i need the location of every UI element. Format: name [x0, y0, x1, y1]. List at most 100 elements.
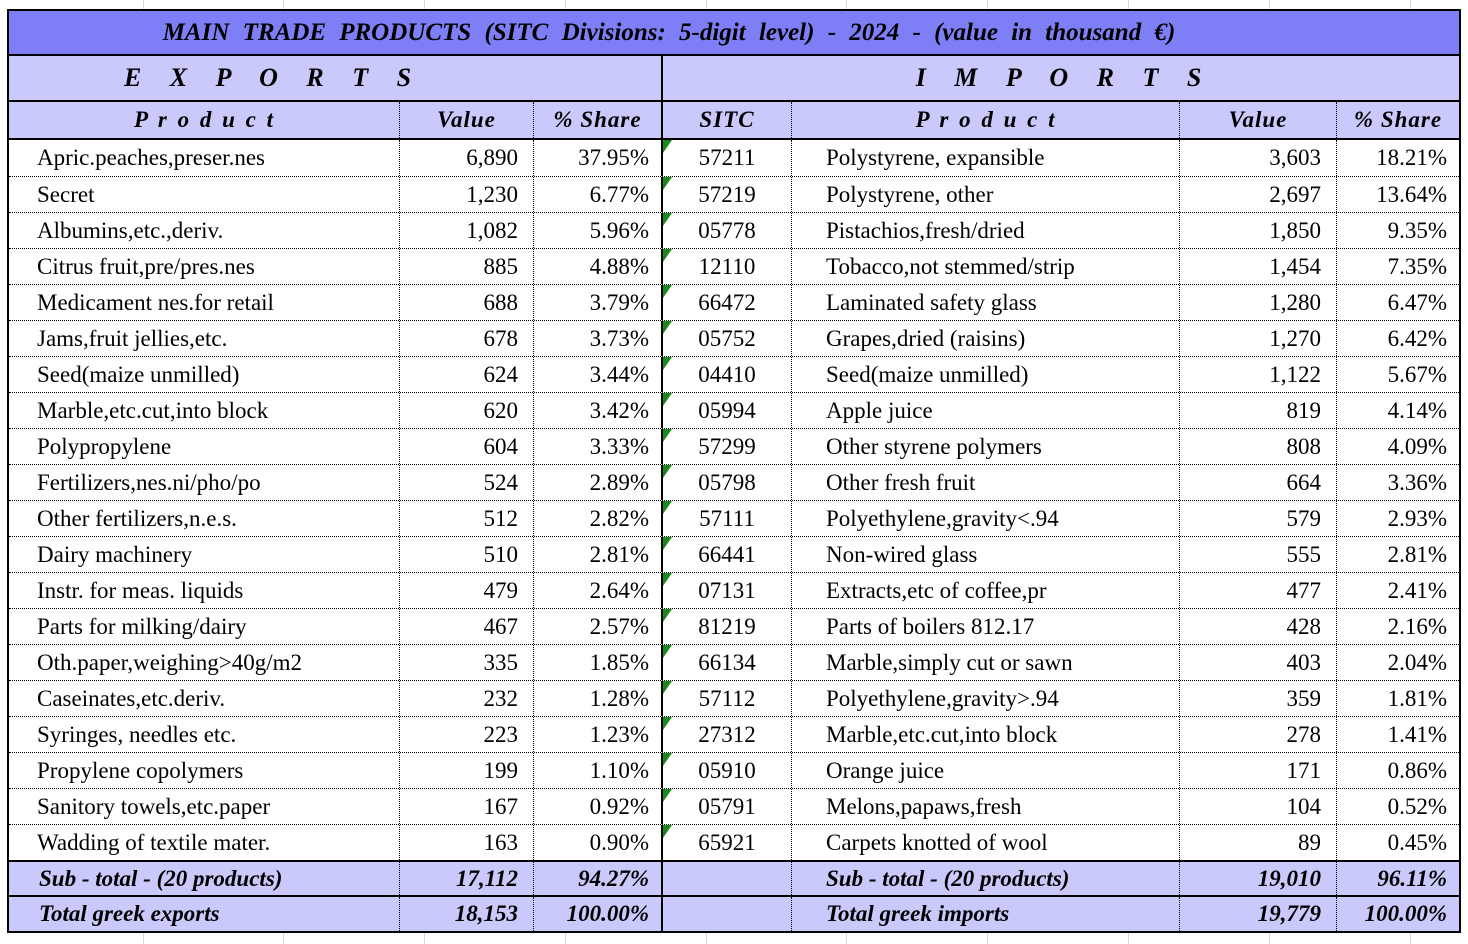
import-total-sitc-empty[interactable] [661, 897, 791, 931]
export-value-cell[interactable]: 604 [399, 429, 533, 464]
import-product-cell[interactable]: Polyethylene,gravity<.94 [791, 501, 1179, 536]
export-product-cell[interactable]: Other fertilizers,n.e.s. [37, 505, 237, 531]
export-total-share[interactable]: 100.00% [533, 897, 661, 931]
import-product-header[interactable]: P r o d u c t [791, 102, 1179, 138]
import-share-cell[interactable]: 1.41% [1336, 717, 1459, 752]
import-product-cell[interactable]: Marble,simply cut or sawn [791, 645, 1179, 680]
import-sitc-cell[interactable]: 66472 [661, 285, 791, 320]
import-product-cell[interactable]: Seed(maize unmilled) [791, 357, 1179, 392]
export-share-cell[interactable]: 37.95% [533, 140, 661, 176]
import-sitc-cell[interactable]: 57211 [661, 140, 791, 176]
import-value-cell[interactable]: 1,850 [1179, 213, 1336, 248]
import-value-cell[interactable]: 89 [1179, 825, 1336, 860]
import-sitc-cell[interactable]: 57299 [661, 429, 791, 464]
export-product-cell[interactable]: Propylene copolymers [37, 757, 244, 783]
export-value-cell[interactable]: 1,082 [399, 213, 533, 248]
export-value-header[interactable]: Value [399, 102, 533, 138]
import-sitc-cell[interactable]: 07131 [661, 573, 791, 608]
export-share-cell[interactable]: 2.89% [533, 465, 661, 500]
export-product-cell[interactable]: Parts for milking/dairy [37, 613, 247, 639]
export-value-cell[interactable]: 232 [399, 681, 533, 716]
export-share-cell[interactable]: 3.44% [533, 357, 661, 392]
import-subtotal-value[interactable]: 19,010 [1179, 862, 1336, 895]
export-share-cell[interactable]: 5.96% [533, 213, 661, 248]
import-value-cell[interactable]: 1,270 [1179, 321, 1336, 356]
import-sitc-cell[interactable]: 57112 [661, 681, 791, 716]
import-sitc-cell[interactable]: 57219 [661, 177, 791, 212]
import-share-cell[interactable]: 2.93% [1336, 501, 1459, 536]
import-sitc-cell[interactable]: 66134 [661, 645, 791, 680]
import-sitc-cell[interactable]: 05994 [661, 393, 791, 428]
import-value-cell[interactable]: 555 [1179, 537, 1336, 572]
export-product-cell[interactable]: Syringes, needles etc. [37, 721, 237, 747]
import-value-cell[interactable]: 579 [1179, 501, 1336, 536]
import-value-cell[interactable]: 171 [1179, 753, 1336, 788]
export-value-cell[interactable]: 678 [399, 321, 533, 356]
import-sitc-cell[interactable]: 05791 [661, 789, 791, 824]
export-subtotal-value[interactable]: 17,112 [399, 862, 533, 895]
import-value-cell[interactable]: 1,280 [1179, 285, 1336, 320]
export-share-cell[interactable]: 1.23% [533, 717, 661, 752]
export-product-cell[interactable]: Jams,fruit jellies,etc. [37, 325, 228, 351]
export-product-cell[interactable]: Sanitory towels,etc.paper [37, 793, 271, 819]
import-share-cell[interactable]: 2.04% [1336, 645, 1459, 680]
export-share-cell[interactable]: 6.77% [533, 177, 661, 212]
export-value-cell[interactable]: 885 [399, 249, 533, 284]
export-value-cell[interactable]: 624 [399, 357, 533, 392]
import-product-cell[interactable]: Grapes,dried (raisins) [791, 321, 1179, 356]
export-value-cell[interactable]: 479 [399, 573, 533, 608]
export-product-cell[interactable]: Seed(maize unmilled) [37, 361, 240, 387]
import-share-cell[interactable]: 0.52% [1336, 789, 1459, 824]
import-share-cell[interactable]: 13.64% [1336, 177, 1459, 212]
export-value-cell[interactable]: 512 [399, 501, 533, 536]
export-product-cell[interactable]: Dairy machinery [37, 541, 193, 567]
export-value-cell[interactable]: 620 [399, 393, 533, 428]
import-total-label[interactable]: Total greek imports [791, 897, 1179, 931]
export-product-cell[interactable]: Polypropylene [37, 433, 172, 459]
export-share-cell[interactable]: 1.10% [533, 753, 661, 788]
exports-section-header[interactable]: E X P O R T S [123, 63, 417, 92]
import-sitc-header[interactable]: SITC [661, 102, 791, 138]
import-value-cell[interactable]: 359 [1179, 681, 1336, 716]
import-sitc-cell[interactable]: 81219 [661, 609, 791, 644]
import-product-cell[interactable]: Pistachios,fresh/dried [791, 213, 1179, 248]
import-share-cell[interactable]: 9.35% [1336, 213, 1459, 248]
export-total-value[interactable]: 18,153 [399, 897, 533, 931]
import-share-cell[interactable]: 18.21% [1336, 140, 1459, 176]
import-share-cell[interactable]: 2.16% [1336, 609, 1459, 644]
export-share-cell[interactable]: 3.42% [533, 393, 661, 428]
import-product-cell[interactable]: Polyethylene,gravity>.94 [791, 681, 1179, 716]
import-value-cell[interactable]: 278 [1179, 717, 1336, 752]
import-value-cell[interactable]: 2,697 [1179, 177, 1336, 212]
export-share-cell[interactable]: 3.73% [533, 321, 661, 356]
import-share-cell[interactable]: 1.81% [1336, 681, 1459, 716]
export-share-cell[interactable]: 3.79% [533, 285, 661, 320]
export-share-cell[interactable]: 3.33% [533, 429, 661, 464]
import-value-header[interactable]: Value [1179, 102, 1336, 138]
export-share-cell[interactable]: 4.88% [533, 249, 661, 284]
import-sitc-cell[interactable]: 12110 [661, 249, 791, 284]
import-product-cell[interactable]: Carpets knotted of wool [791, 825, 1179, 860]
export-product-header[interactable]: P r o d u c t [133, 107, 275, 132]
export-product-cell[interactable]: Caseinates,etc.deriv. [37, 685, 226, 711]
export-product-cell[interactable]: Apric.peaches,preser.nes [37, 145, 265, 170]
import-value-cell[interactable]: 477 [1179, 573, 1336, 608]
import-product-cell[interactable]: Melons,papaws,fresh [791, 789, 1179, 824]
export-share-cell[interactable]: 1.28% [533, 681, 661, 716]
import-share-cell[interactable]: 6.47% [1336, 285, 1459, 320]
import-product-cell[interactable]: Apple juice [791, 393, 1179, 428]
import-product-cell[interactable]: Polystyrene, other [791, 177, 1179, 212]
import-product-cell[interactable]: Marble,etc.cut,into block [791, 717, 1179, 752]
export-subtotal-label[interactable]: Sub - total - (20 products) [39, 865, 283, 891]
export-value-cell[interactable]: 688 [399, 285, 533, 320]
export-value-cell[interactable]: 1,230 [399, 177, 533, 212]
import-sitc-cell[interactable]: 05752 [661, 321, 791, 356]
export-value-cell[interactable]: 467 [399, 609, 533, 644]
import-share-cell[interactable]: 3.36% [1336, 465, 1459, 500]
export-value-cell[interactable]: 6,890 [399, 140, 533, 176]
export-share-header[interactable]: % Share [533, 102, 661, 138]
import-value-cell[interactable]: 428 [1179, 609, 1336, 644]
import-product-cell[interactable]: Other fresh fruit [791, 465, 1179, 500]
import-product-cell[interactable]: Polystyrene, expansible [791, 140, 1179, 176]
import-share-cell[interactable]: 4.14% [1336, 393, 1459, 428]
